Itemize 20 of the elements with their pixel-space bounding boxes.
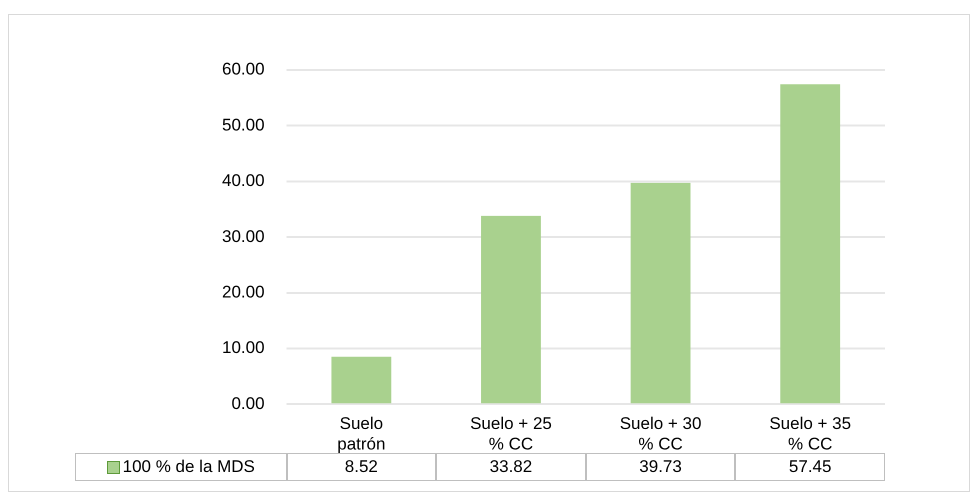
data-label: 57.45 <box>735 453 885 481</box>
y-tick-label: 60.00 <box>222 60 265 79</box>
bar <box>780 84 840 404</box>
x-tick-label: Suelo patrón <box>337 414 386 454</box>
x-tick-label: Suelo + 30 % CC <box>620 414 702 454</box>
y-tick-label: 30.00 <box>222 226 265 246</box>
y-tick-label: 20.00 <box>222 282 265 302</box>
x-tick-label: Suelo + 25 % CC <box>470 414 552 454</box>
x-tick-label: Suelo + 35 % CC <box>769 414 852 454</box>
bar <box>331 356 392 404</box>
data-label: 33.82 <box>436 453 586 481</box>
bar <box>630 182 690 404</box>
y-tick-label: 0.00 <box>231 394 265 413</box>
y-tick-label: 10.00 <box>222 338 265 358</box>
y-tick-label: 50.00 <box>222 115 265 134</box>
legend-label: 100 % de la MDS <box>122 457 255 477</box>
y-tick-label: 40.00 <box>222 171 265 190</box>
data-label: 8.52 <box>286 453 436 481</box>
data-label: 39.73 <box>586 453 736 481</box>
bar <box>481 216 541 404</box>
